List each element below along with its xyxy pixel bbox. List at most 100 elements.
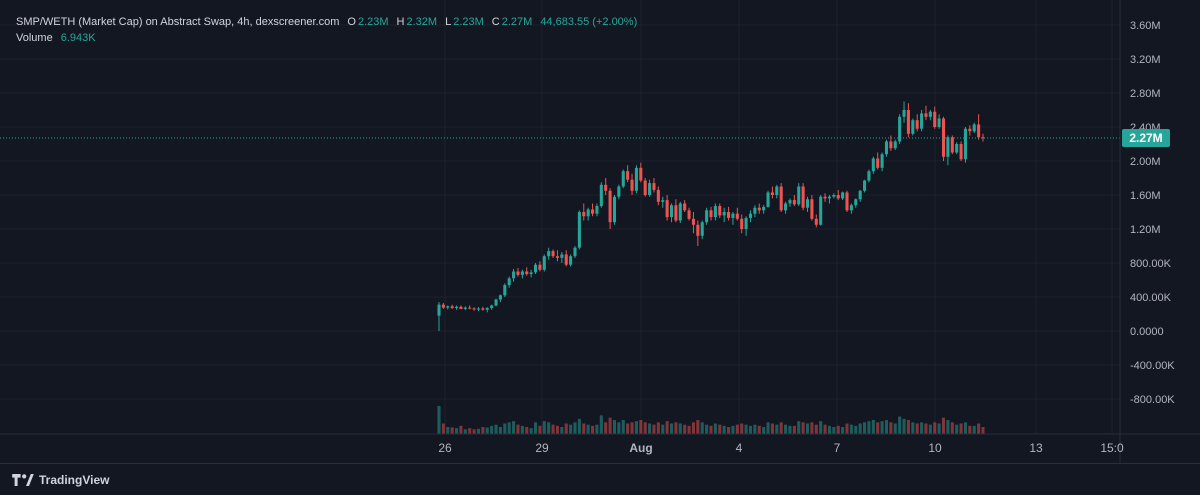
volume-bar bbox=[757, 425, 761, 434]
candle-body bbox=[968, 128, 972, 132]
volume-bar bbox=[906, 420, 910, 434]
tradingview-logo-icon bbox=[12, 473, 34, 486]
candle-body bbox=[845, 192, 849, 211]
price-tick-label: 800.00K bbox=[1130, 258, 1172, 270]
volume-bar bbox=[626, 423, 630, 434]
low-value: 2.23M bbox=[453, 16, 484, 28]
volume-bar bbox=[933, 422, 937, 434]
volume-bar bbox=[586, 424, 590, 434]
candle-body bbox=[740, 218, 744, 229]
price-tick-label: 1.60M bbox=[1130, 190, 1161, 202]
candle-body bbox=[819, 196, 823, 225]
candle-body bbox=[748, 213, 753, 218]
candle-body bbox=[753, 207, 757, 214]
candle-body bbox=[617, 186, 621, 197]
volume-bar bbox=[512, 421, 516, 434]
volume-bar bbox=[450, 427, 454, 434]
candle-body bbox=[827, 196, 831, 199]
volume-bar bbox=[920, 422, 924, 434]
volume-bar bbox=[608, 417, 612, 434]
candle-body bbox=[446, 306, 450, 308]
candle-body bbox=[481, 308, 485, 310]
time-axis: 26 29 Aug 4 7 10 13 15:0 bbox=[0, 433, 1200, 455]
last-price-badge-bg bbox=[1122, 129, 1170, 148]
volume-bar bbox=[854, 425, 858, 434]
candle-body bbox=[450, 306, 454, 309]
candle-body bbox=[661, 200, 665, 202]
volume-bar bbox=[533, 422, 538, 434]
candle-body bbox=[977, 124, 981, 138]
volume-bar bbox=[884, 420, 889, 434]
candle-body bbox=[455, 306, 459, 309]
candle-body bbox=[507, 278, 511, 286]
open-value: 2.23M bbox=[357, 16, 389, 28]
volume-bar bbox=[836, 425, 840, 434]
candle-body bbox=[924, 113, 928, 117]
volume-bar bbox=[832, 427, 836, 434]
volume-bar bbox=[612, 420, 617, 434]
candle-body bbox=[577, 212, 581, 248]
volume-label: Volume bbox=[16, 32, 53, 44]
volume-bar bbox=[770, 423, 774, 434]
volume-bar bbox=[577, 418, 581, 434]
volume-bar bbox=[968, 425, 972, 434]
candle-body bbox=[863, 180, 867, 191]
tradingview-logo[interactable]: TradingView bbox=[12, 473, 109, 487]
candle-body bbox=[459, 306, 463, 309]
volume-bar bbox=[498, 427, 502, 434]
candle-body bbox=[547, 251, 551, 257]
candle-body bbox=[656, 189, 660, 202]
volume-bar bbox=[503, 423, 507, 434]
volume-bar bbox=[459, 425, 463, 434]
candle-body bbox=[823, 196, 827, 199]
volume-bar bbox=[665, 421, 669, 434]
volume-bar bbox=[661, 424, 665, 434]
volume-bar bbox=[713, 423, 717, 434]
volume-bar bbox=[507, 422, 511, 434]
low-label: L bbox=[445, 16, 452, 28]
candle-body bbox=[591, 209, 595, 214]
volume-bar bbox=[946, 420, 950, 434]
open-label: O bbox=[347, 16, 356, 28]
volume-bar bbox=[446, 427, 450, 434]
volume-bar bbox=[889, 422, 893, 434]
candle-body bbox=[871, 158, 875, 172]
open-group: O 2.23M bbox=[347, 14, 388, 30]
candle-body bbox=[779, 186, 783, 211]
candle-body bbox=[941, 118, 946, 157]
candle-body bbox=[718, 206, 722, 216]
candle-body bbox=[700, 222, 704, 236]
volume-bar bbox=[902, 418, 906, 434]
volume-bar bbox=[928, 424, 932, 434]
candle-body bbox=[928, 111, 932, 117]
candle-body bbox=[608, 190, 612, 223]
volume-bar bbox=[924, 423, 928, 434]
candle-body bbox=[841, 192, 845, 199]
candle-body bbox=[920, 113, 924, 129]
candle-body bbox=[648, 183, 652, 195]
high-label: H bbox=[396, 16, 405, 28]
candle-body bbox=[630, 179, 634, 191]
volume-bar bbox=[972, 425, 976, 434]
candle-body bbox=[884, 141, 889, 155]
volume-bar bbox=[893, 423, 897, 434]
candle-body bbox=[538, 264, 542, 270]
volume-bar bbox=[591, 425, 595, 434]
candle-body bbox=[788, 200, 792, 204]
volume-bar bbox=[472, 429, 476, 434]
candle-body bbox=[757, 207, 761, 211]
candle-body bbox=[744, 217, 748, 229]
volume-bar bbox=[911, 422, 915, 434]
low-group: L 2.23M bbox=[445, 14, 484, 30]
volume-bar bbox=[740, 423, 744, 434]
candle-body bbox=[498, 295, 502, 300]
candle-body bbox=[468, 307, 472, 309]
volume-bar bbox=[560, 427, 564, 434]
candle-body bbox=[963, 128, 967, 160]
candle-body bbox=[696, 224, 700, 236]
candlestick-chart[interactable]: 3.60M3.20M2.80M2.40M2.00M1.60M1.20M800.0… bbox=[0, 0, 1200, 463]
volume-bar bbox=[529, 428, 533, 434]
volume-bar bbox=[915, 423, 919, 434]
volume-bar bbox=[955, 424, 959, 434]
volume-bar bbox=[687, 425, 691, 434]
